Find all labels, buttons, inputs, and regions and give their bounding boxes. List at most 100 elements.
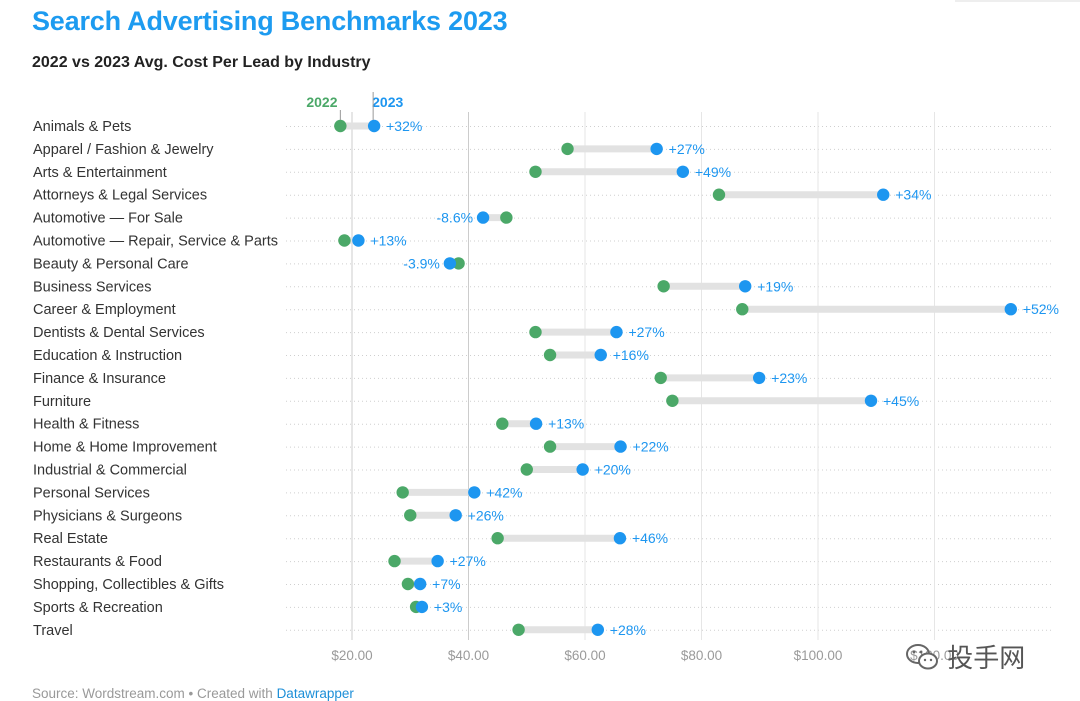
footer: Source: Wordstream.com • Created with Da… bbox=[32, 686, 354, 701]
dot-2023 bbox=[591, 623, 605, 636]
change-label: +45% bbox=[883, 393, 919, 409]
change-label: +49% bbox=[695, 164, 731, 180]
industry-row: Education & Instruction +16% bbox=[33, 347, 649, 364]
dot-2023 bbox=[752, 371, 766, 385]
dot-2022 bbox=[496, 417, 509, 430]
change-label: +28% bbox=[610, 622, 646, 638]
dot-2022 bbox=[491, 532, 504, 545]
dot-2023 bbox=[367, 119, 381, 133]
dot-2022 bbox=[338, 234, 351, 247]
dot-2022 bbox=[388, 554, 401, 568]
industry-row: Automotive — For Sale -8.6% bbox=[33, 210, 513, 227]
watermark: 投手网 bbox=[905, 638, 1025, 675]
industry-label: Finance & Insurance bbox=[33, 371, 166, 387]
dot-2022 bbox=[334, 119, 347, 133]
change-label: +19% bbox=[757, 278, 793, 294]
change-label: +27% bbox=[628, 324, 664, 340]
watermark-text: 投手网 bbox=[947, 644, 1026, 674]
dot-2022 bbox=[561, 142, 574, 156]
industry-row: Restaurants & Food +27% bbox=[33, 553, 486, 570]
change-label: +27% bbox=[450, 553, 486, 569]
industry-label: Shopping, Collectibles & Gifts bbox=[33, 577, 224, 593]
industry-row: Shopping, Collectibles & Gifts +7% bbox=[33, 576, 461, 593]
industry-label: Dentists & Dental Services bbox=[33, 325, 205, 341]
dot-2023 bbox=[576, 463, 589, 476]
chart-subtitle: 2022 vs 2023 Avg. Cost Per Lead by Indus… bbox=[32, 54, 371, 71]
dot-2022 bbox=[543, 440, 557, 453]
x-tick-label: $100.00 bbox=[794, 648, 843, 663]
change-label: +46% bbox=[632, 530, 668, 546]
change-label: +23% bbox=[771, 370, 807, 386]
industry-row: Automotive — Repair, Service & Parts +13% bbox=[33, 233, 407, 250]
top-edge-line bbox=[955, 0, 1080, 2]
x-tick-label: $80.00 bbox=[681, 648, 722, 663]
dot-2023 bbox=[594, 348, 607, 362]
industry-row: Real Estate +46% bbox=[33, 530, 668, 547]
chart-title: Search Advertising Benchmarks 2023 bbox=[32, 6, 508, 36]
industry-label: Automotive — Repair, Service & Parts bbox=[33, 234, 278, 250]
industry-label: Arts & Entertainment bbox=[33, 165, 167, 181]
industry-row: Business Services +19% bbox=[33, 278, 793, 295]
dot-2023 bbox=[352, 234, 365, 247]
rows-layer: Animals & Pets +32% Apparel / Fashion & Je… bbox=[33, 118, 1059, 639]
industry-label: Health & Fitness bbox=[33, 417, 139, 433]
industry-label: Apparel / Fashion & Jewelry bbox=[33, 142, 214, 158]
dot-2022 bbox=[666, 394, 679, 407]
industry-row: Sports & Recreation +3% bbox=[33, 599, 462, 616]
industry-row: Travel +28% bbox=[33, 622, 646, 639]
dot-2022 bbox=[404, 509, 417, 522]
dot-2022 bbox=[500, 211, 513, 224]
dot-2022 bbox=[529, 165, 542, 178]
dot-2022 bbox=[401, 577, 415, 591]
dot-2023 bbox=[476, 211, 490, 224]
dot-2022 bbox=[512, 623, 525, 636]
legend: 2022 2023 bbox=[306, 92, 403, 120]
industry-label: Education & Instruction bbox=[33, 348, 182, 364]
change-label: -8.6% bbox=[436, 210, 473, 226]
x-axis-ticks: $20.00$40.00$60.00$80.00$100.00$120.00 bbox=[331, 648, 959, 663]
dot-2023 bbox=[650, 142, 663, 156]
legend-2022: 2022 bbox=[306, 94, 337, 110]
change-label: -3.9% bbox=[403, 255, 440, 271]
industry-label: Automotive — For Sale bbox=[33, 211, 183, 227]
industry-label: Business Services bbox=[33, 279, 151, 295]
dot-2023 bbox=[529, 417, 543, 430]
change-label: +52% bbox=[1023, 301, 1059, 317]
dot-2022 bbox=[529, 325, 542, 339]
dot-2022 bbox=[657, 280, 670, 293]
dot-2023 bbox=[610, 325, 623, 339]
industry-row: Industrial & Commercial +20% bbox=[33, 462, 631, 479]
industry-label: Career & Employment bbox=[33, 302, 176, 318]
industry-label: Home & Home Improvement bbox=[33, 440, 217, 456]
legend-2023: 2023 bbox=[372, 94, 403, 110]
industry-row: Career & Employment +52% bbox=[33, 301, 1059, 318]
change-label: +16% bbox=[613, 347, 649, 363]
change-label: +26% bbox=[468, 507, 504, 523]
dot-2023 bbox=[431, 554, 444, 568]
dot-2023 bbox=[415, 600, 429, 614]
dot-2023 bbox=[613, 532, 627, 545]
dot-2023 bbox=[738, 280, 752, 293]
industry-label: Personal Services bbox=[33, 485, 150, 501]
change-label: +22% bbox=[633, 439, 669, 455]
industry-label: Furniture bbox=[33, 394, 91, 410]
industry-label: Industrial & Commercial bbox=[33, 463, 187, 479]
industry-row: Furniture +45% bbox=[33, 393, 919, 410]
industry-row: Finance & Insurance +23% bbox=[33, 370, 807, 387]
industry-label: Real Estate bbox=[33, 531, 108, 547]
industry-row: Animals & Pets +32% bbox=[33, 118, 422, 135]
x-tick-label: $40.00 bbox=[448, 648, 489, 663]
dot-2023 bbox=[1004, 303, 1018, 316]
dot-2022 bbox=[543, 348, 557, 362]
datawrapper-link[interactable]: Datawrapper bbox=[276, 686, 354, 701]
dot-2022 bbox=[396, 486, 409, 499]
industry-label: Beauty & Personal Care bbox=[33, 256, 189, 272]
dot-2022 bbox=[520, 463, 533, 476]
change-label: +32% bbox=[386, 118, 422, 134]
industry-row: Apparel / Fashion & Jewelry +27% bbox=[33, 141, 705, 158]
industry-row: Health & Fitness +13% bbox=[33, 416, 584, 433]
industry-row: Beauty & Personal Care -3.9% bbox=[33, 255, 465, 272]
industry-row: Dentists & Dental Services +27% bbox=[33, 324, 665, 341]
change-label: +34% bbox=[895, 187, 931, 203]
dot-2023 bbox=[614, 440, 627, 453]
